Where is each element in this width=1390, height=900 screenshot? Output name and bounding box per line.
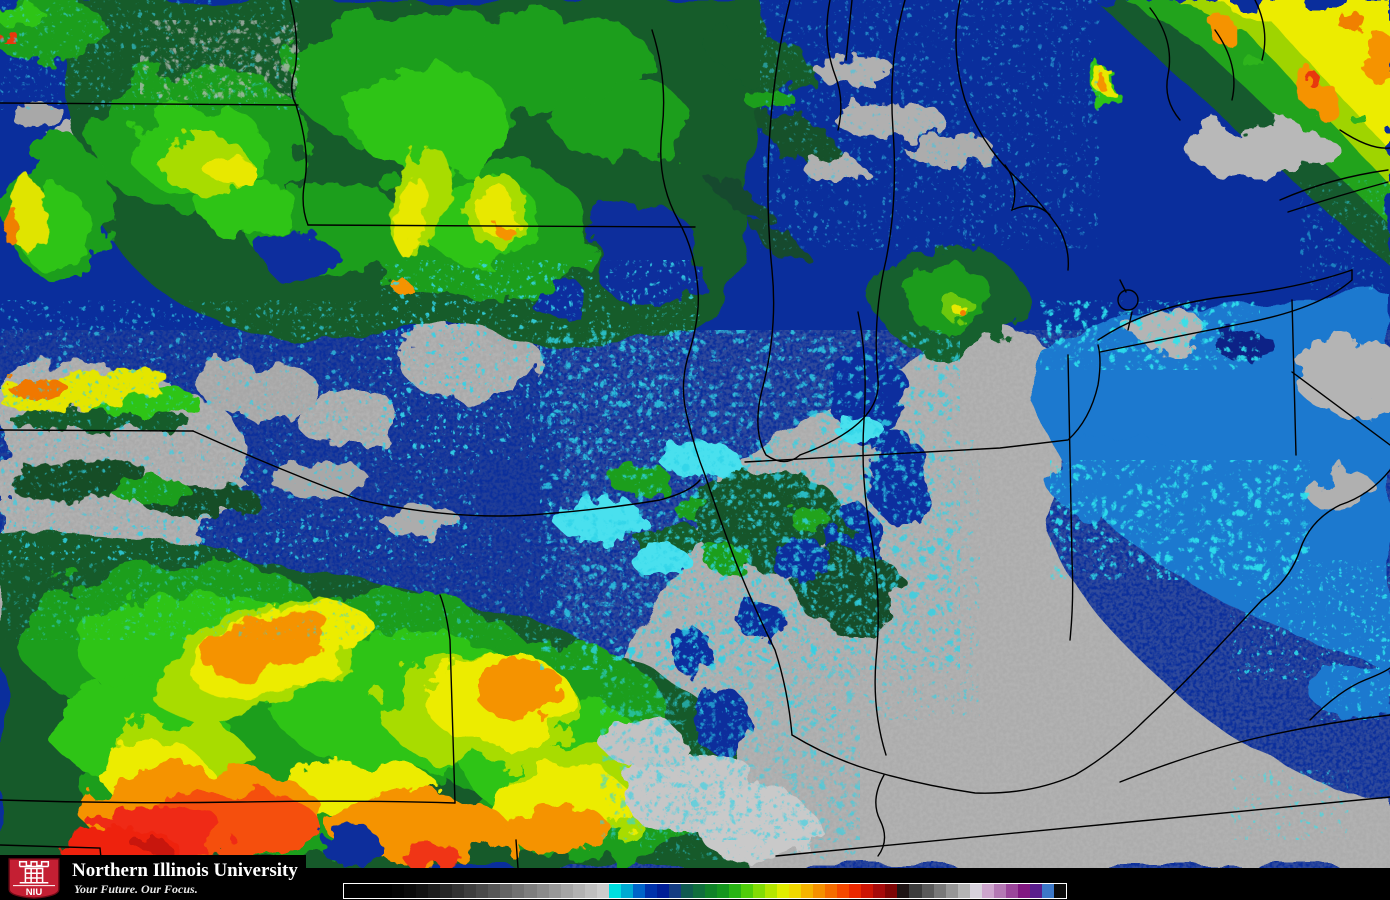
colorbar-cell (500, 884, 513, 898)
colorbar-cell (729, 884, 742, 898)
colorbar-cell (392, 884, 405, 898)
colorbar-cell (512, 884, 525, 898)
colorbar-cell (861, 884, 874, 898)
colorbar-cell (596, 884, 609, 898)
colorbar-cell (981, 884, 994, 898)
temperature-colorbar (343, 883, 1067, 899)
colorbar-cell (440, 884, 453, 898)
colorbar-cell (933, 884, 946, 898)
colorbar-cell (644, 884, 657, 898)
colorbar-cell (368, 884, 381, 898)
colorbar-cell (897, 884, 910, 898)
colorbar-cell (801, 884, 814, 898)
niu-logo-block: NIU Northern Illinois University Your Fu… (0, 855, 306, 900)
satellite-map-image (0, 0, 1390, 868)
colorbar-cell (692, 884, 705, 898)
colorbar-cell (885, 884, 898, 898)
colorbar-cell (452, 884, 465, 898)
colorbar-cell (572, 884, 585, 898)
colorbar-cell (813, 884, 826, 898)
colorbar-cell (921, 884, 934, 898)
colorbar-cell (825, 884, 838, 898)
colorbar-cell (632, 884, 645, 898)
colorbar-cell (777, 884, 790, 898)
colorbar-cell (957, 884, 970, 898)
colorbar-cell (404, 884, 417, 898)
colorbar-cell (945, 884, 958, 898)
colorbar-cell (356, 884, 369, 898)
colorbar-cell (560, 884, 573, 898)
niu-acronym-label: NIU (26, 887, 43, 898)
niu-shield-icon: NIU (8, 858, 60, 899)
colorbar-cell (1053, 884, 1066, 898)
cloud-temperature-layer (0, 0, 1390, 868)
colorbar-cell (765, 884, 778, 898)
colorbar-cell (909, 884, 922, 898)
university-name-label: Northern Illinois University (72, 860, 298, 881)
colorbar-cell (548, 884, 561, 898)
colorbar-cell (488, 884, 501, 898)
colorbar-cell (849, 884, 862, 898)
colorbar-cell (993, 884, 1006, 898)
colorbar-cell (680, 884, 693, 898)
colorbar-cell (344, 884, 357, 898)
colorbar-cell (873, 884, 886, 898)
colorbar-cell (524, 884, 537, 898)
colorbar-cell (1017, 884, 1030, 898)
colorbar-cell (1005, 884, 1018, 898)
colorbar-cell (536, 884, 549, 898)
colorbar-cell (416, 884, 429, 898)
colorbar-cell (584, 884, 597, 898)
colorbar-cell (656, 884, 669, 898)
state-boundary-lines (0, 0, 1390, 868)
colorbar-cell (753, 884, 766, 898)
colorbar-cell (668, 884, 681, 898)
colorbar-cell (789, 884, 802, 898)
colorbar-cell (608, 884, 621, 898)
colorbar-cell (1029, 884, 1042, 898)
colorbar-cell (620, 884, 633, 898)
university-tagline-label: Your Future. Our Focus. (74, 882, 198, 896)
colorbar-cell (741, 884, 754, 898)
colorbar-cell (969, 884, 982, 898)
colorbar-cell (704, 884, 717, 898)
colorbar-cell (380, 884, 393, 898)
colorbar-cell (716, 884, 729, 898)
colorbar-cell (464, 884, 477, 898)
colorbar-cell (428, 884, 441, 898)
colorbar-cell (476, 884, 489, 898)
colorbar-cell (837, 884, 850, 898)
colorbar-cell (1041, 884, 1054, 898)
